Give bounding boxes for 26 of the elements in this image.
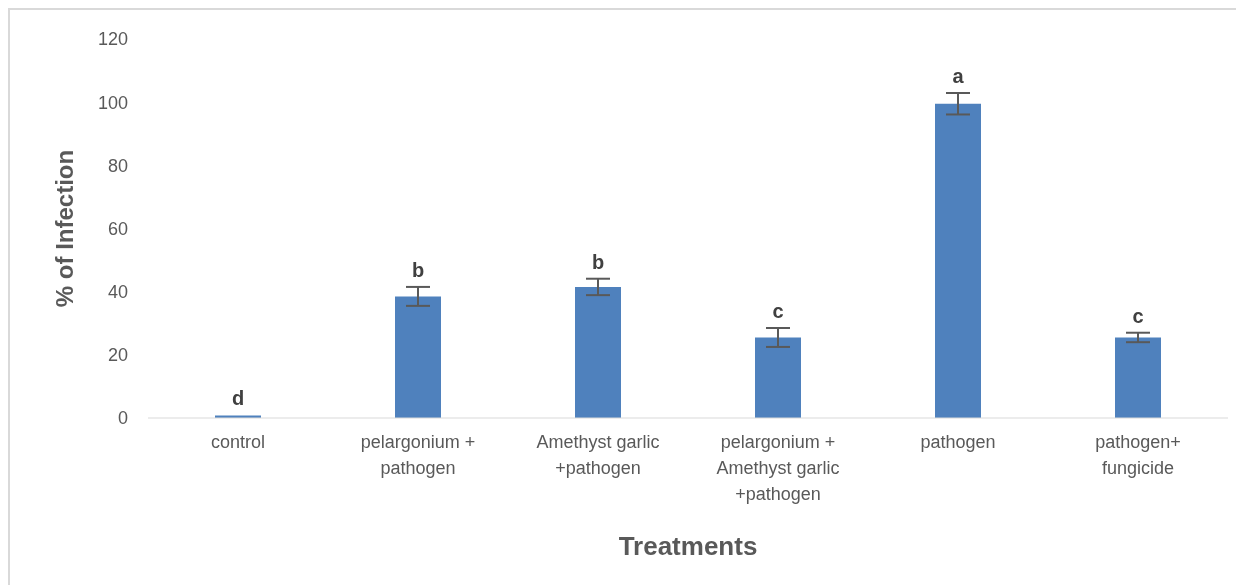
annotation: a [952,65,965,88]
bar [575,286,621,418]
y-axis-title: % of Infection [50,149,78,308]
annotation: d [231,387,245,410]
x-tick-label: pathogen+ fungicide [1095,432,1181,478]
bar [1115,337,1161,418]
x-tick-label: pelargonium + Amethyst garlic +pathogen [716,432,840,504]
annotation: c [1132,304,1144,327]
x-tick-label: Amethyst garlic +pathogen [536,432,660,478]
bar [395,296,441,418]
x-axis-title: Treatments [618,531,758,561]
y-tick-label: 100 [97,92,128,113]
x-tick-label: pathogen [920,432,996,452]
y-tick-label: 40 [107,282,128,303]
bar [755,337,801,418]
y-tick-label: 20 [107,345,128,366]
y-tick-label: 0 [117,408,128,429]
y-tick-label: 60 [107,218,128,239]
annotation: c [772,299,784,322]
x-tick-label: pelargonium + pathogen [360,432,476,478]
y-tick-label: 120 [97,29,128,50]
annotation: b [411,258,425,281]
annotation: b [591,250,605,273]
y-tick-label: 80 [107,155,128,176]
x-tick-label: control [210,432,266,452]
bar [935,103,981,418]
